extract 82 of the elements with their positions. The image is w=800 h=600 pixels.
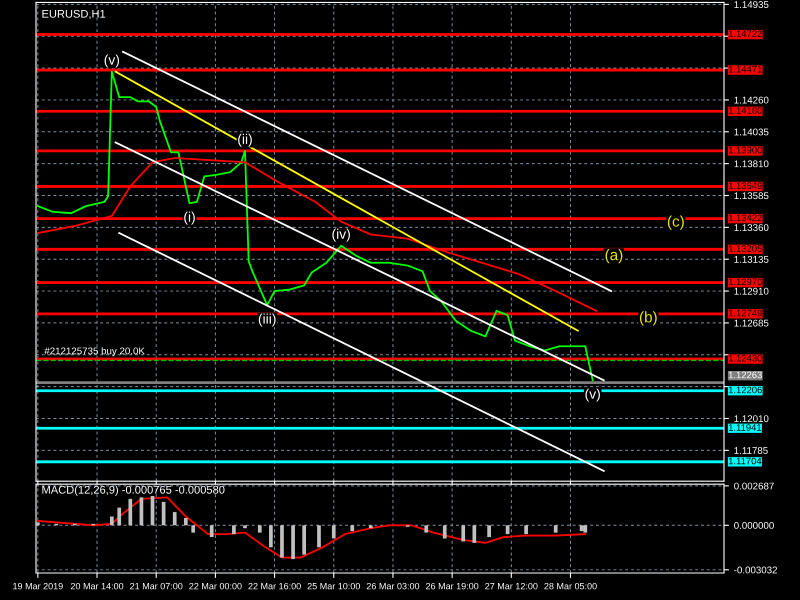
y-tick-label: 0.002687 bbox=[734, 482, 774, 490]
y-tick-label: 0.000000 bbox=[734, 522, 774, 529]
x-tick-label: 19 Mar 2019 bbox=[13, 582, 63, 590]
annotation: (iii) bbox=[258, 314, 276, 326]
x-tick-label: 22 Mar 16:00 bbox=[248, 582, 301, 590]
chart-title: MACD(12,26,9) -0.000765 -0.000580 bbox=[42, 486, 225, 496]
bar bbox=[583, 525, 588, 533]
annotation: (b) bbox=[640, 311, 657, 326]
y-tick-label: 1.12910 bbox=[734, 288, 768, 295]
ref-line-label: 1.12970 bbox=[728, 278, 762, 286]
ref-line-label: 1.14722 bbox=[728, 30, 762, 37]
x-tick-label: 25 Mar 10:00 bbox=[308, 582, 360, 590]
bar bbox=[128, 498, 132, 526]
bar bbox=[117, 508, 122, 526]
bar bbox=[232, 525, 236, 534]
annotation: (iv) bbox=[332, 228, 350, 242]
ref-line-label: 1.13649 bbox=[728, 182, 762, 189]
y-tick-label: 1.11785 bbox=[734, 447, 768, 454]
x-tick-label: 26 Mar 19:00 bbox=[426, 582, 478, 590]
line-series bbox=[36, 496, 586, 558]
bar bbox=[191, 525, 196, 533]
bar bbox=[524, 525, 528, 534]
y-tick-label: 1.12010 bbox=[734, 415, 768, 422]
annotation: (a) bbox=[606, 249, 622, 264]
y-tick-label: 1.14035 bbox=[734, 128, 768, 136]
bar bbox=[442, 525, 447, 539]
ref-line-label: 1.14471 bbox=[728, 66, 762, 73]
bar bbox=[332, 525, 336, 539]
bar bbox=[280, 525, 284, 558]
bar bbox=[36, 522, 40, 526]
bar bbox=[554, 525, 558, 533]
bar bbox=[140, 497, 144, 526]
ref-line-label: 1.13900 bbox=[728, 146, 762, 154]
x-tick-label: 27 Mar 12:00 bbox=[485, 582, 538, 590]
x-tick-label: 26 Mar 03:00 bbox=[366, 582, 420, 590]
ref-line-label: 1.12430 bbox=[728, 354, 762, 362]
y-tick-label: 1.13135 bbox=[734, 256, 768, 263]
bar bbox=[243, 525, 247, 528]
bar bbox=[291, 525, 295, 560]
bar bbox=[210, 525, 214, 538]
y-tick-label: 1.13360 bbox=[734, 224, 768, 231]
y-tick-label: -0.003032 bbox=[734, 566, 778, 574]
ref-line-label: 1.11704 bbox=[728, 458, 762, 464]
bar bbox=[150, 496, 154, 526]
y-tick-label: 1.13585 bbox=[734, 192, 768, 200]
x-tick-label: 20 Mar 14:00 bbox=[70, 582, 124, 590]
ref-line-label: 1.11941 bbox=[728, 424, 762, 431]
y-tick-label: 1.13810 bbox=[734, 160, 768, 168]
x-tick-label: 21 Mar 07:00 bbox=[130, 582, 182, 590]
annotation: (i) bbox=[184, 212, 195, 225]
bar bbox=[506, 525, 510, 534]
bar bbox=[162, 502, 166, 526]
bar bbox=[184, 518, 188, 526]
bar bbox=[461, 525, 466, 542]
ref-line-label: 1.12206 bbox=[728, 386, 762, 394]
bar bbox=[110, 516, 114, 526]
ref-line-label: 1.12263 bbox=[728, 372, 762, 378]
bar bbox=[580, 525, 584, 532]
annotation: (ii) bbox=[238, 134, 252, 147]
ref-line-label: 1.14180 bbox=[728, 107, 762, 114]
text: EURUSD,H1 bbox=[42, 10, 106, 20]
annotation: (v) bbox=[104, 54, 120, 68]
ref-line-label: 1.12749 bbox=[728, 310, 762, 316]
y-tick-label: 1.14260 bbox=[734, 96, 768, 104]
x-tick-label: 22 Mar 00:00 bbox=[189, 582, 242, 590]
bar bbox=[472, 525, 476, 543]
ref-line-label: #212125735 buy 20.0K bbox=[44, 347, 145, 356]
y-tick-label: 1.14935 bbox=[734, 1, 768, 8]
ref-line-label: 1.13422 bbox=[728, 214, 762, 222]
bar bbox=[317, 525, 321, 548]
annotation: (v) bbox=[585, 388, 600, 402]
x-tick-label: 28 Mar 05:00 bbox=[544, 582, 597, 590]
y-tick-label: 1.12685 bbox=[734, 320, 768, 327]
line-series bbox=[36, 70, 594, 382]
bar bbox=[487, 525, 491, 538]
bar bbox=[269, 525, 273, 548]
bar bbox=[302, 525, 306, 555]
bar bbox=[172, 512, 177, 526]
bar bbox=[424, 525, 428, 533]
annotation: (c) bbox=[668, 216, 684, 230]
bar bbox=[258, 525, 262, 533]
ref-line-label: 1.13205 bbox=[728, 245, 762, 252]
